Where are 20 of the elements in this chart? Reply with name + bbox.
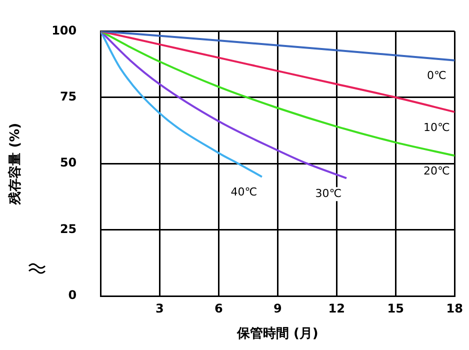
x-tick-label: 12 xyxy=(328,301,345,316)
x-tick-label: 15 xyxy=(387,301,404,316)
series-label: 30℃ xyxy=(315,187,342,200)
y-tick-label: 75 xyxy=(60,90,77,104)
y-tick-label: 0 xyxy=(68,288,77,302)
y-tick-label: 100 xyxy=(52,23,77,38)
x-tick-label: 18 xyxy=(446,301,463,316)
x-tick-label: 6 xyxy=(214,301,223,316)
line-series xyxy=(100,31,348,180)
series-label: 20℃ xyxy=(423,164,450,178)
y-axis-title: 残存容量 (%) xyxy=(7,122,24,206)
y-tick-label: 25 xyxy=(60,222,77,236)
x-axis-title: 保管時間 (月) xyxy=(236,326,318,342)
x-tick-label: 3 xyxy=(155,301,164,316)
series-label: 0℃ xyxy=(426,69,446,82)
y-tick-label: 50 xyxy=(60,156,77,170)
x-tick-label: 9 xyxy=(273,301,282,316)
series-label: 40℃ xyxy=(230,186,258,199)
line-series xyxy=(100,31,263,178)
series-label: 10℃ xyxy=(423,120,450,134)
